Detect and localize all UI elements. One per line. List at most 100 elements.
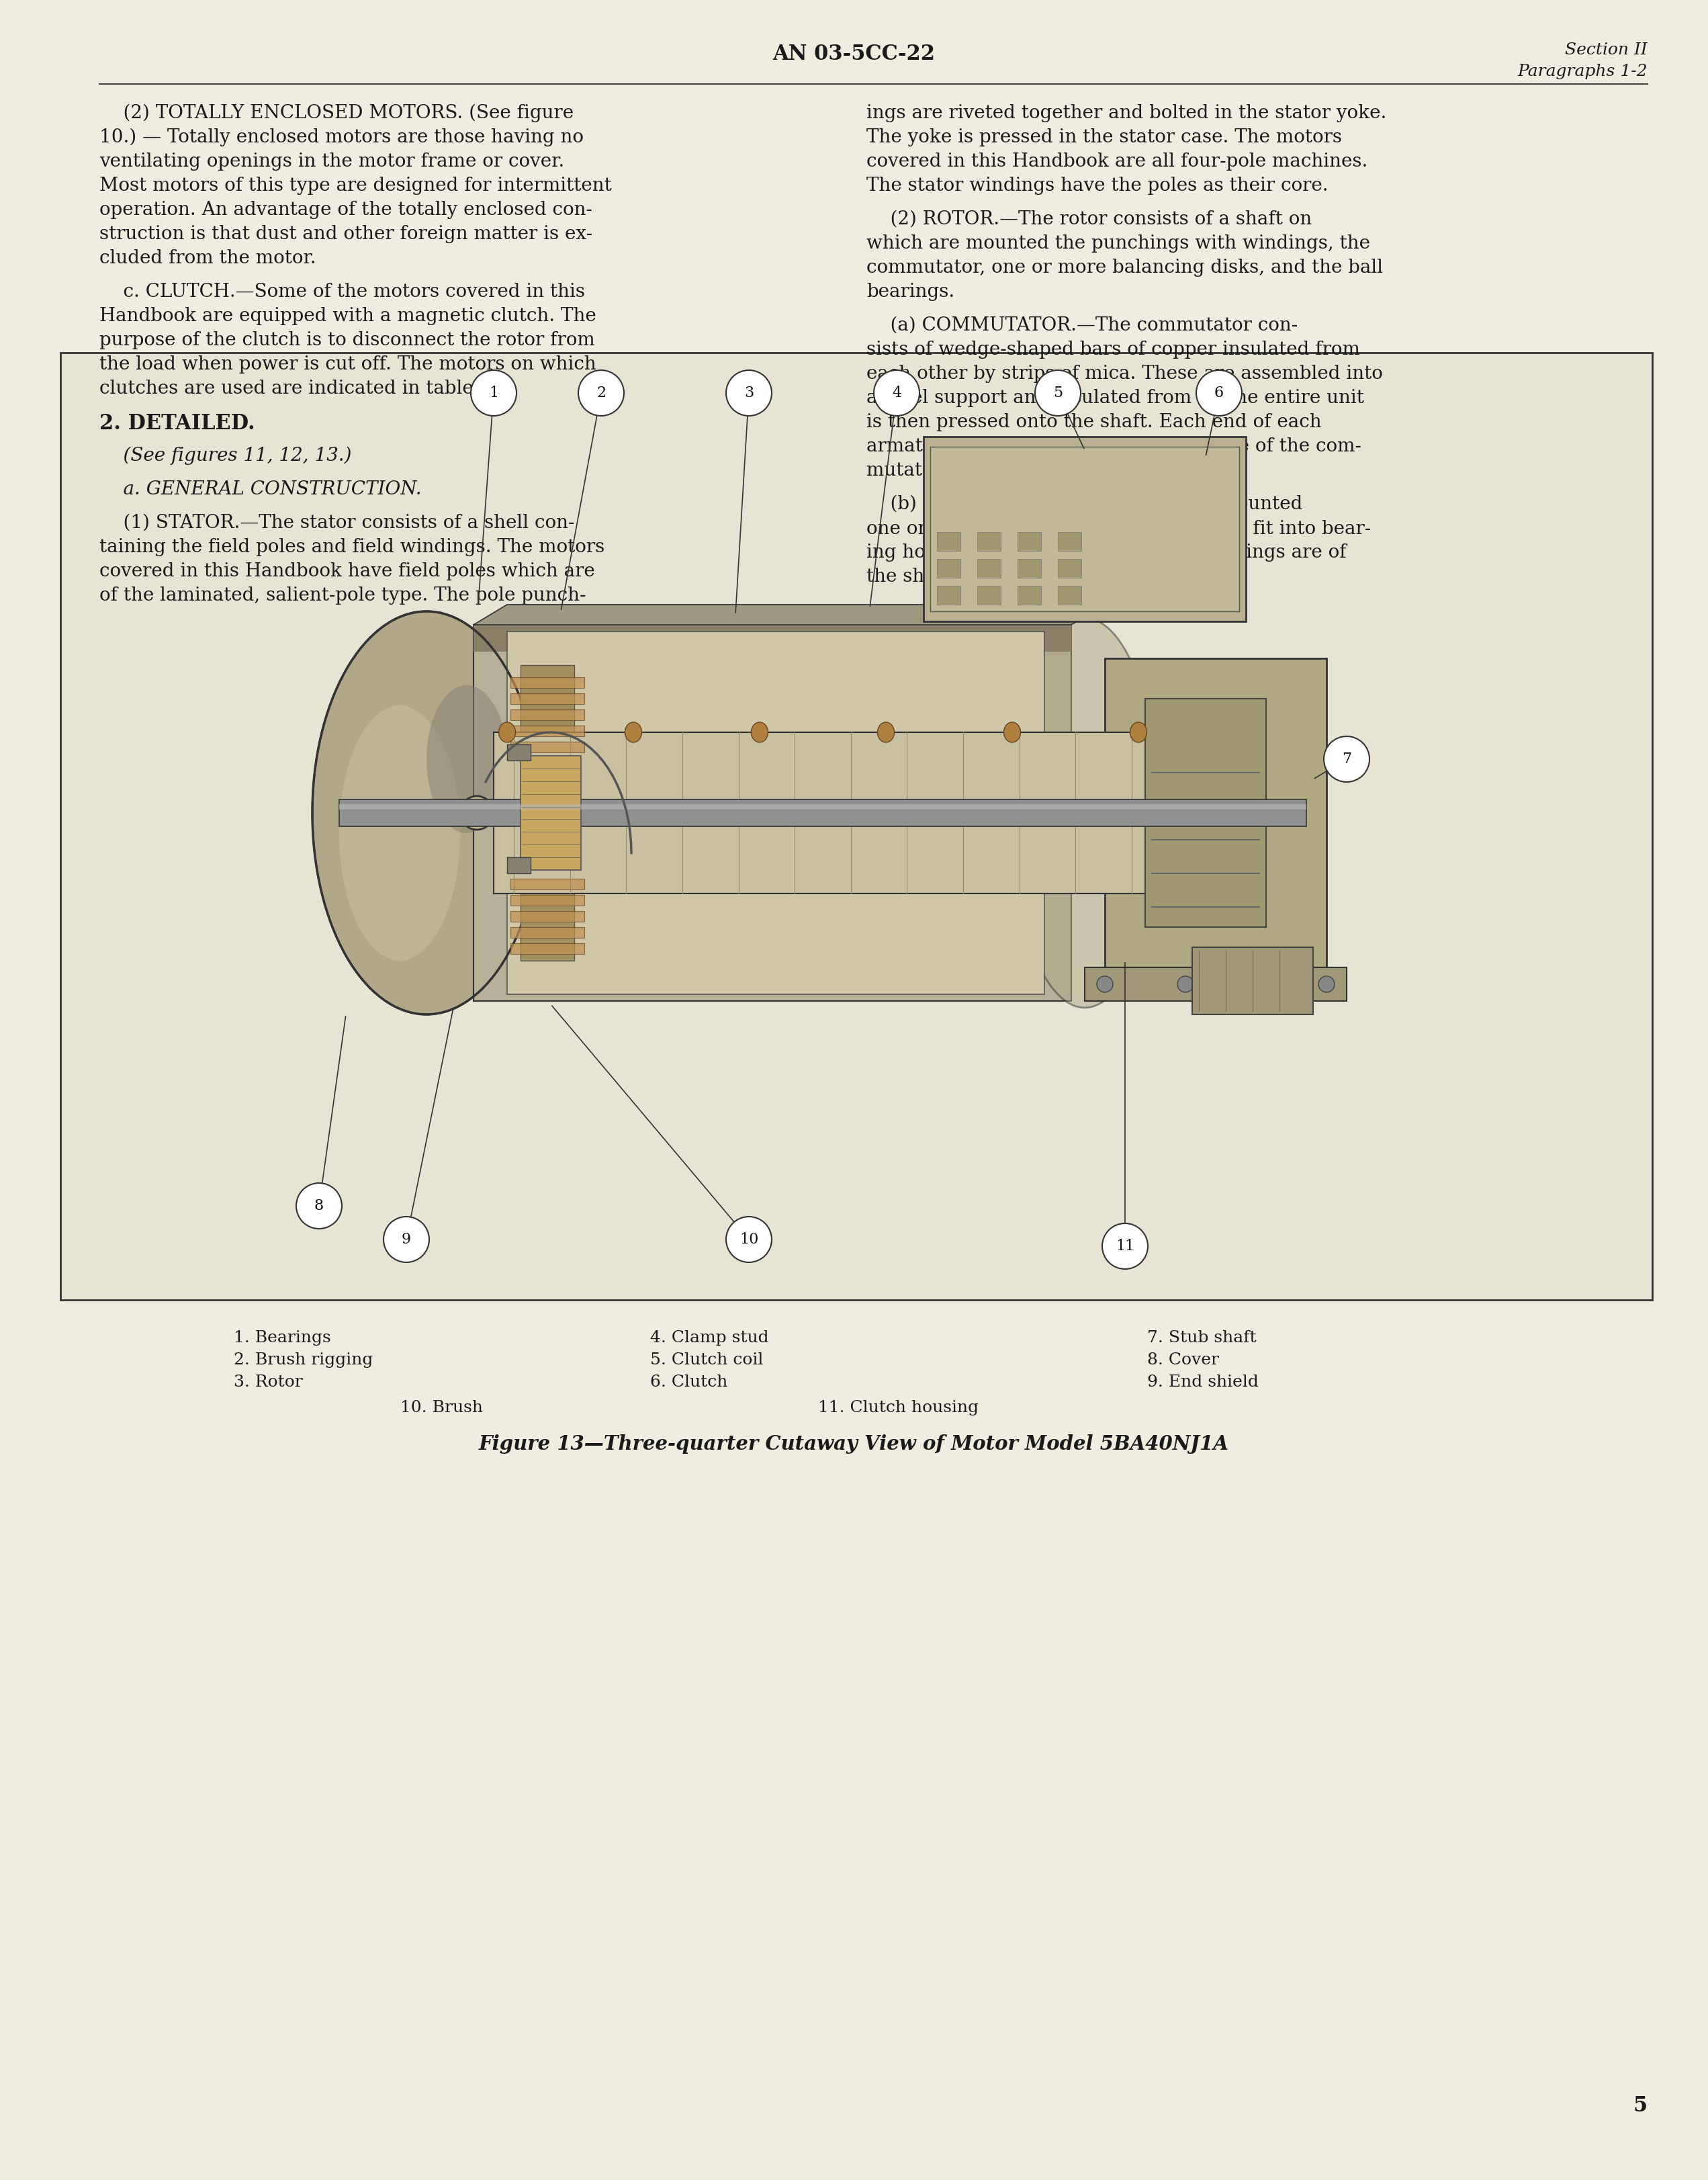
Circle shape xyxy=(579,371,623,416)
Bar xyxy=(938,586,960,604)
Text: 10: 10 xyxy=(740,1232,758,1247)
Ellipse shape xyxy=(340,706,459,961)
Text: 2. Brush rigging: 2. Brush rigging xyxy=(234,1352,372,1367)
Circle shape xyxy=(471,371,516,416)
Text: 10. Brush: 10. Brush xyxy=(401,1400,483,1415)
Circle shape xyxy=(1319,977,1334,992)
Bar xyxy=(977,586,1001,604)
Text: 6: 6 xyxy=(1214,386,1225,401)
Ellipse shape xyxy=(1011,619,1158,1007)
Text: each other by strips of mica. These are assembled into: each other by strips of mica. These are … xyxy=(866,364,1383,384)
Text: is then pressed onto the shaft. Each end of each: is then pressed onto the shaft. Each end… xyxy=(866,414,1322,432)
Circle shape xyxy=(1177,977,1194,992)
Bar xyxy=(521,868,574,961)
Circle shape xyxy=(874,371,919,416)
Circle shape xyxy=(1196,371,1242,416)
Bar xyxy=(924,436,1245,621)
Circle shape xyxy=(295,1184,342,1230)
Text: struction is that dust and other foreign matter is ex-: struction is that dust and other foreign… xyxy=(99,225,593,244)
Text: armature winding coil is soldered to one of the com-: armature winding coil is soldered to one… xyxy=(866,438,1361,456)
Bar xyxy=(977,532,1001,552)
Text: 8. Cover: 8. Cover xyxy=(1148,1352,1220,1367)
Text: (2) ROTOR.—The rotor consists of a shaft on: (2) ROTOR.—The rotor consists of a shaft… xyxy=(866,209,1312,229)
Ellipse shape xyxy=(470,804,485,820)
Ellipse shape xyxy=(313,610,541,1014)
Text: mutator bars.: mutator bars. xyxy=(866,462,996,480)
Bar xyxy=(511,927,584,937)
Circle shape xyxy=(1097,977,1114,992)
Bar xyxy=(511,741,584,752)
Bar xyxy=(340,804,1307,809)
Text: the shielded, ball-bearing type.: the shielded, ball-bearing type. xyxy=(866,567,1161,586)
Text: the load when power is cut off. The motors on which: the load when power is cut off. The moto… xyxy=(99,355,596,373)
Ellipse shape xyxy=(499,722,516,743)
Bar xyxy=(511,879,584,889)
Text: 7: 7 xyxy=(1342,752,1351,767)
Circle shape xyxy=(1035,371,1081,416)
Polygon shape xyxy=(473,604,1105,626)
Bar xyxy=(473,626,1071,1001)
Text: Section II: Section II xyxy=(1565,41,1648,59)
Bar xyxy=(1018,586,1042,604)
Bar xyxy=(511,894,584,905)
Text: 6. Clutch: 6. Clutch xyxy=(651,1376,728,1391)
Text: commutator, one or more balancing disks, and the ball: commutator, one or more balancing disks,… xyxy=(866,259,1383,277)
Ellipse shape xyxy=(427,685,507,833)
Circle shape xyxy=(384,1216,429,1262)
Bar xyxy=(507,632,1044,994)
Ellipse shape xyxy=(1131,722,1146,743)
Text: The stator windings have the poles as their core.: The stator windings have the poles as th… xyxy=(866,177,1329,194)
Text: 2: 2 xyxy=(596,386,606,401)
Bar xyxy=(511,693,584,704)
Text: 9. End shield: 9. End shield xyxy=(1148,1376,1259,1391)
Text: ings are riveted together and bolted in the stator yoke.: ings are riveted together and bolted in … xyxy=(866,105,1387,122)
Text: a steel support and insulated from it. The entire unit: a steel support and insulated from it. T… xyxy=(866,388,1365,408)
Bar xyxy=(1057,558,1081,578)
Circle shape xyxy=(1102,1223,1148,1269)
Bar xyxy=(473,626,1071,652)
Text: bearings.: bearings. xyxy=(866,283,955,301)
Circle shape xyxy=(726,1216,772,1262)
Text: Handbook are equipped with a magnetic clutch. The: Handbook are equipped with a magnetic cl… xyxy=(99,307,596,325)
Text: 3. Rotor: 3. Rotor xyxy=(234,1376,302,1391)
Text: 1: 1 xyxy=(488,386,499,401)
Bar xyxy=(340,800,1307,826)
Text: which are mounted the punchings with windings, the: which are mounted the punchings with win… xyxy=(866,235,1370,253)
Text: ing housings in the end shield. The bearings are of: ing housings in the end shield. The bear… xyxy=(866,543,1346,562)
Bar xyxy=(1057,586,1081,604)
Bar xyxy=(507,743,531,761)
Text: (See figures 11, 12, 13.): (See figures 11, 12, 13.) xyxy=(99,447,352,464)
Text: one on either end of the rotor shaft, and fit into bear-: one on either end of the rotor shaft, an… xyxy=(866,519,1372,538)
Text: a. GENERAL CONSTRUCTION.: a. GENERAL CONSTRUCTION. xyxy=(99,480,422,499)
Bar xyxy=(511,708,584,719)
Ellipse shape xyxy=(878,722,895,743)
Text: c. CLUTCH.—Some of the motors covered in this: c. CLUTCH.—Some of the motors covered in… xyxy=(99,283,586,301)
Ellipse shape xyxy=(752,722,769,743)
Bar xyxy=(1192,948,1313,1014)
Text: taining the field poles and field windings. The motors: taining the field poles and field windin… xyxy=(99,538,605,556)
Bar xyxy=(511,911,584,922)
Bar xyxy=(60,353,1652,1299)
Bar xyxy=(977,558,1001,578)
Text: 4. Clamp stud: 4. Clamp stud xyxy=(651,1330,769,1345)
Text: 5. Clutch coil: 5. Clutch coil xyxy=(651,1352,763,1367)
Ellipse shape xyxy=(625,722,642,743)
Text: (1) STATOR.—The stator consists of a shell con-: (1) STATOR.—The stator consists of a she… xyxy=(99,514,574,532)
Bar xyxy=(931,447,1240,610)
Text: purpose of the clutch is to disconnect the rotor from: purpose of the clutch is to disconnect t… xyxy=(99,331,594,349)
Text: The yoke is pressed in the stator case. The motors: The yoke is pressed in the stator case. … xyxy=(866,129,1342,146)
Text: (a) COMMUTATOR.—The commutator con-: (a) COMMUTATOR.—The commutator con- xyxy=(866,316,1298,334)
Text: Most motors of this type are designed for intermittent: Most motors of this type are designed fo… xyxy=(99,177,611,194)
Circle shape xyxy=(1324,737,1370,783)
Text: 2. DETAILED.: 2. DETAILED. xyxy=(99,414,254,434)
Circle shape xyxy=(726,371,772,416)
Text: ventilating openings in the motor frame or cover.: ventilating openings in the motor frame … xyxy=(99,153,564,170)
Bar xyxy=(511,726,584,737)
Text: Figure 13—Three-quarter Cutaway View of Motor Model 5BA40NJ1A: Figure 13—Three-quarter Cutaway View of … xyxy=(478,1434,1228,1454)
Bar xyxy=(521,665,574,759)
Text: 1. Bearings: 1. Bearings xyxy=(234,1330,331,1345)
Bar xyxy=(938,558,960,578)
Text: covered in this Handbook are all four-pole machines.: covered in this Handbook are all four-po… xyxy=(866,153,1368,170)
Bar xyxy=(938,532,960,552)
Text: 8: 8 xyxy=(314,1199,325,1214)
